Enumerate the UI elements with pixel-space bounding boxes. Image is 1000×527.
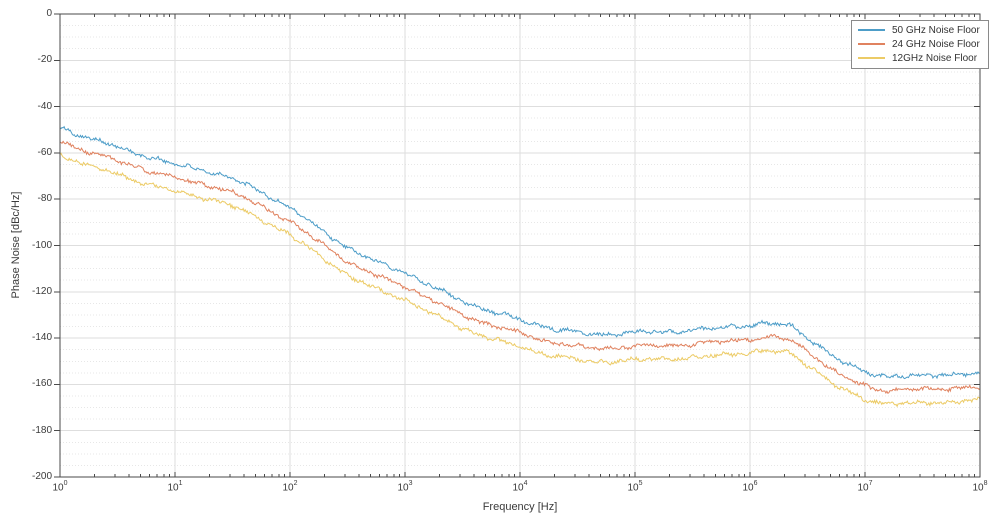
y-tick-label: -200 [31,471,52,482]
y-tick-label: -20 [37,54,52,66]
x-tick-exponent: 6 [753,480,758,487]
x-tick-exponent: 2 [293,480,298,487]
legend-label: 50 GHz Noise Floor [892,24,980,36]
x-axis-label: Frequency [Hz] [482,501,558,513]
x-tick-base: 10 [857,482,869,494]
x-tick-base: 10 [167,482,179,494]
x-tick-label: 107 [857,480,873,494]
y-tick-label: -100 [31,239,52,251]
legend-line-swatch [858,29,885,31]
y-tick-label: -60 [37,146,52,158]
y-tick-label: -160 [31,378,52,390]
x-tick-exponent: 1 [178,480,183,487]
x-tick-exponent: 5 [638,480,643,487]
y-tick-label: -80 [37,193,52,205]
x-tick-exponent: 0 [63,480,68,487]
x-tick-exponent: 7 [868,480,873,487]
legend-line-swatch [858,43,885,45]
series-line-0 [60,125,980,380]
x-tick-exponent: 4 [523,480,528,487]
legend-item: 50 GHz Noise Floor [852,23,988,37]
legend-line-swatch [858,57,885,59]
y-axis-label: Phase Noise [dBc/Hz] [10,191,22,299]
x-tick-base: 10 [397,482,409,494]
y-tick-label: -180 [31,424,52,436]
x-tick-base: 10 [742,482,754,494]
x-tick-label: 100 [52,480,68,494]
legend-label: 24 GHz Noise Floor [892,38,980,50]
legend: 50 GHz Noise Floor 24 GHz Noise Floor 12GH… [851,20,989,69]
x-tick-label: 102 [282,480,298,494]
x-tick-base: 10 [52,482,64,494]
y-tick-label: -140 [31,332,52,344]
x-tick-base: 10 [627,482,639,494]
x-tick-exponent: 3 [408,480,413,487]
x-tick-base: 10 [972,482,984,494]
x-tick-exponent: 8 [983,480,988,487]
series-line-2 [60,152,980,408]
y-tick-label: -40 [37,100,52,112]
x-tick-label: 108 [972,480,988,494]
x-tick-label: 101 [167,480,183,494]
y-tick-label: -120 [31,285,52,297]
series-line-1 [60,140,980,395]
x-tick-label: 104 [512,480,528,494]
x-tick-label: 103 [397,480,413,494]
legend-label: 12GHz Noise Floor [892,52,978,64]
legend-item: 12GHz Noise Floor [852,51,988,65]
x-tick-base: 10 [512,482,524,494]
x-tick-label: 106 [742,480,758,494]
x-tick-base: 10 [282,482,294,494]
legend-item: 24 GHz Noise Floor [852,37,988,51]
x-tick-label: 105 [627,480,643,494]
y-tick-label: 0 [46,8,52,19]
